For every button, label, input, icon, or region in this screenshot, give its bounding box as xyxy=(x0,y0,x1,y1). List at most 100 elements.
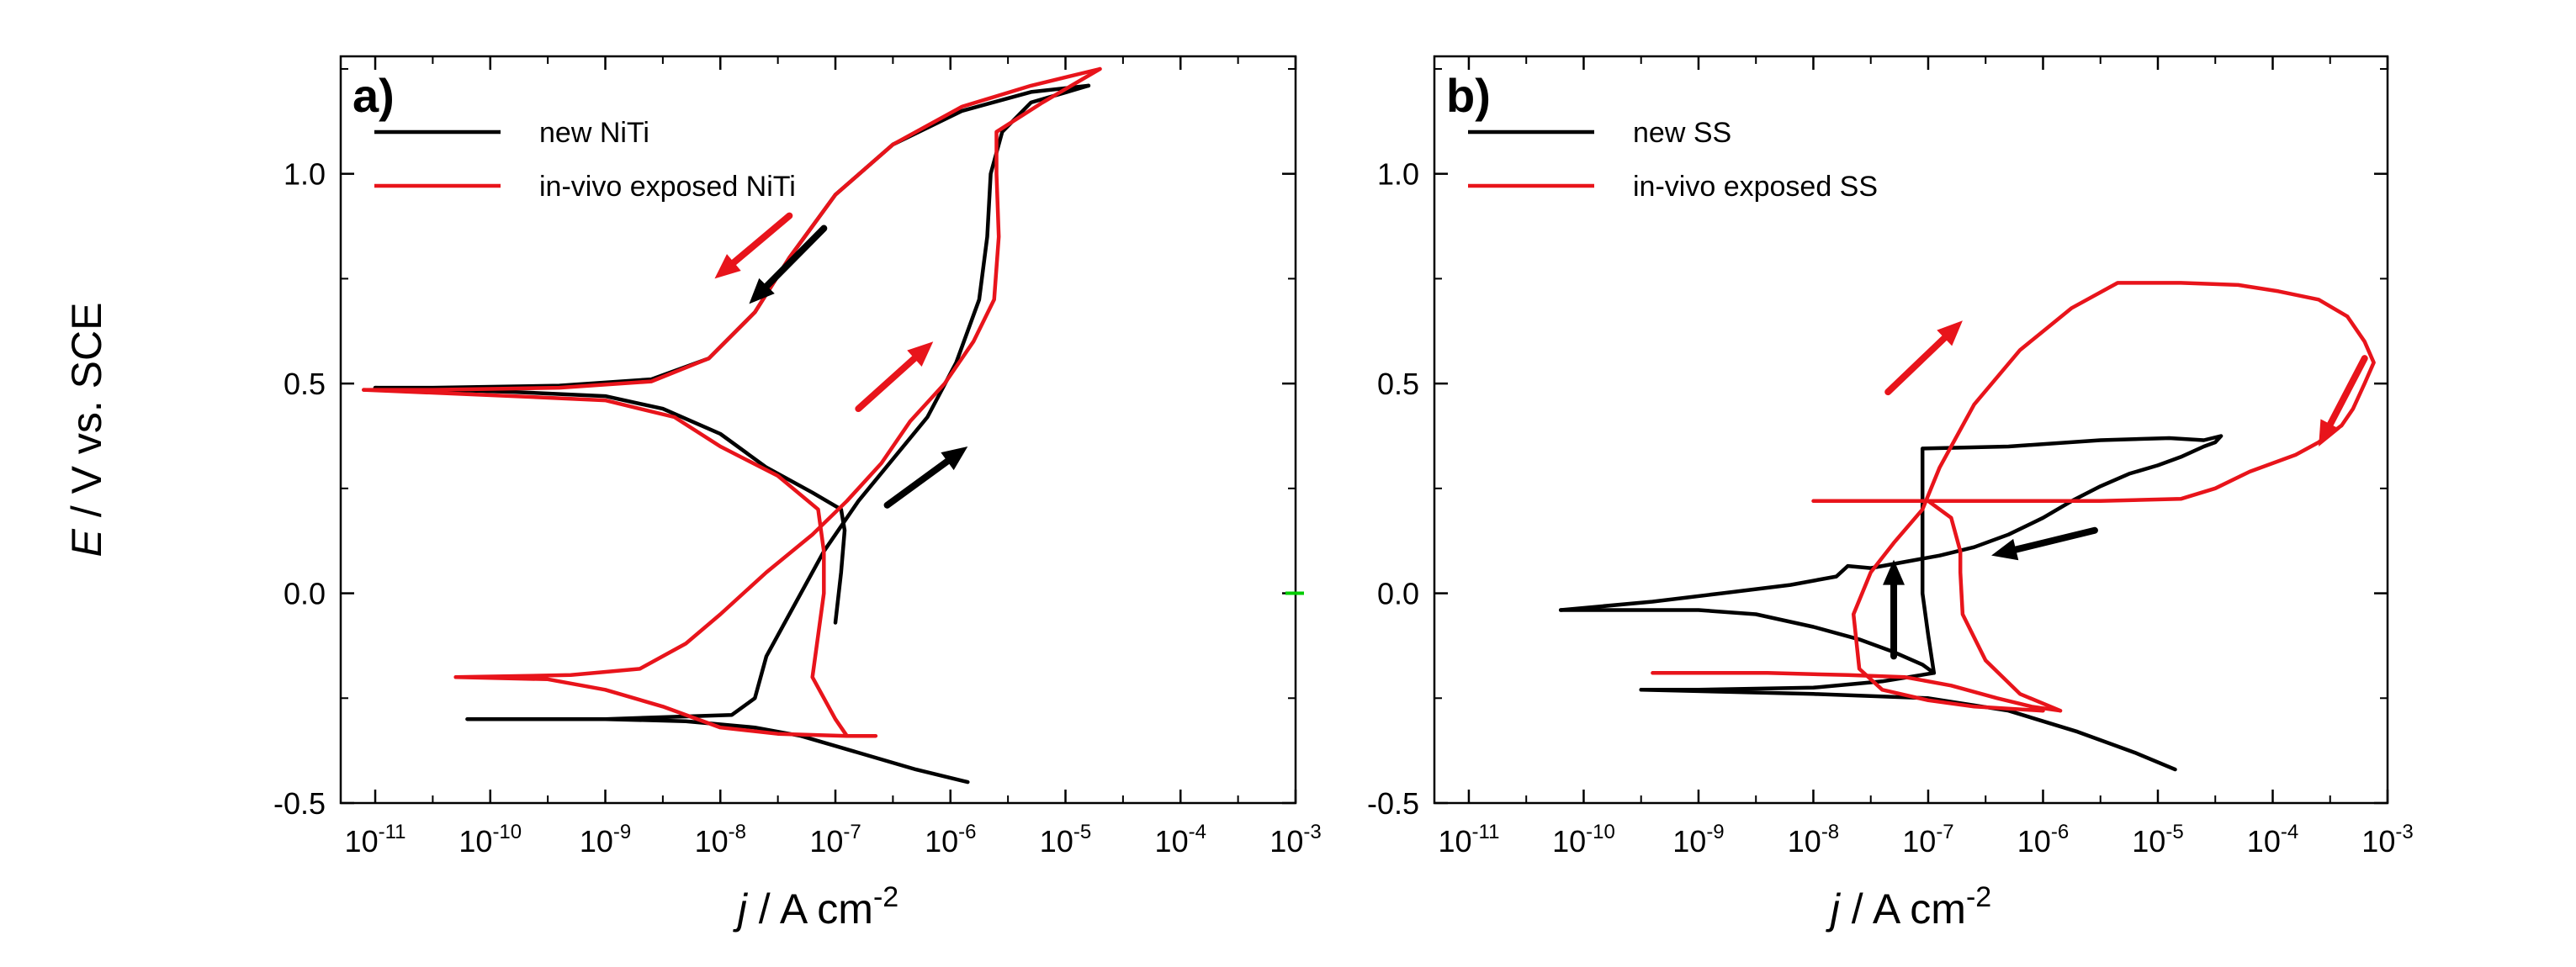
series-line-1 xyxy=(453,675,878,738)
direction-arrow-head xyxy=(749,277,775,304)
x-tick-label: 10-11 xyxy=(345,821,406,859)
direction-arrow-head xyxy=(714,254,741,279)
direction-arrow-shaft xyxy=(855,355,918,413)
series-line-0 xyxy=(373,385,847,625)
x-tick-base: 10 xyxy=(695,824,729,859)
direction-arrow-head xyxy=(941,446,968,471)
y-tick-label: 0.0 xyxy=(1377,577,1419,611)
x-tick-exponent: -6 xyxy=(958,821,976,843)
x-tick-base: 10 xyxy=(580,824,613,859)
x-tick-exponent: -4 xyxy=(2281,821,2298,843)
x-axis-exponent: -2 xyxy=(873,881,898,913)
series-line-0 xyxy=(1639,688,2177,772)
x-tick-exponent: -5 xyxy=(1073,821,1091,843)
y-tick-label: 0.5 xyxy=(1377,367,1419,401)
x-tick-label: 10-4 xyxy=(1155,821,1206,859)
x-tick-base: 10 xyxy=(2361,824,2395,859)
x-tick-exponent: -8 xyxy=(1821,821,1839,843)
x-axis-title: j / A cm-2 xyxy=(733,881,898,933)
x-tick-label: 10-9 xyxy=(1672,821,1724,859)
x-tick-exponent: -9 xyxy=(613,821,631,843)
y-axis-title: E / V vs. SCE xyxy=(63,303,110,557)
x-tick-base: 10 xyxy=(2247,824,2281,859)
x-tick-base: 10 xyxy=(1040,824,1073,859)
x-tick-exponent: -8 xyxy=(729,821,746,843)
y-tick-label: -0.5 xyxy=(1367,786,1419,821)
y-tick-label: 0.0 xyxy=(284,577,326,611)
x-tick-base: 10 xyxy=(1269,824,1303,859)
x-tick-label: 10-9 xyxy=(580,821,631,859)
x-axis-title: j / A cm-2 xyxy=(1826,881,1991,933)
x-tick-base: 10 xyxy=(809,824,843,859)
x-tick-label: 10-10 xyxy=(458,821,522,859)
direction-arrow-shaft xyxy=(2012,526,2098,553)
x-axis-unit: / A cm xyxy=(747,885,873,933)
x-tick-base: 10 xyxy=(2132,824,2165,859)
series-line-0 xyxy=(1558,608,1937,675)
x-tick-base: 10 xyxy=(1672,824,1706,859)
x-tick-base: 10 xyxy=(1438,824,1471,859)
x-tick-base: 10 xyxy=(2017,824,2051,859)
x-tick-label: 10-4 xyxy=(2247,821,2298,859)
x-tick-base: 10 xyxy=(458,824,492,859)
x-tick-exponent: -6 xyxy=(2051,821,2069,843)
x-tick-base: 10 xyxy=(1155,824,1189,859)
x-axis-unit: / A cm xyxy=(1840,885,1966,933)
direction-arrow-head xyxy=(1883,559,1905,585)
panel-label: b) xyxy=(1446,69,1491,122)
direction-arrow-shaft xyxy=(2326,355,2368,428)
x-tick-base: 10 xyxy=(1902,824,1936,859)
y-axis-symbol: E xyxy=(63,528,110,557)
x-tick-label: 10-8 xyxy=(695,821,746,859)
x-tick-exponent: -11 xyxy=(379,821,406,843)
x-tick-label: 10-3 xyxy=(1269,821,1321,859)
y-axis-rest: / V vs. SCE xyxy=(63,303,110,530)
x-tick-exponent: -4 xyxy=(1189,821,1206,843)
series-line-0 xyxy=(1558,434,2224,675)
series-line-1 xyxy=(1651,671,2063,713)
direction-arrow-shaft xyxy=(1884,335,1948,396)
x-tick-label: 10-5 xyxy=(1040,821,1091,859)
x-tick-label: 10-6 xyxy=(2017,821,2069,859)
x-tick-exponent: -3 xyxy=(1303,821,1321,843)
panel-label: a) xyxy=(352,69,395,122)
y-tick-label: -0.5 xyxy=(273,786,326,821)
x-tick-label: 10-6 xyxy=(925,821,976,859)
series-line-0 xyxy=(465,716,970,785)
legend-label: in-vivo exposed SS xyxy=(1633,171,1878,203)
direction-arrow-shaft xyxy=(763,225,828,290)
y-tick-label: 0.5 xyxy=(284,367,326,401)
x-tick-exponent: -7 xyxy=(1936,821,1953,843)
legend-label: new NiTi xyxy=(539,117,649,149)
y-tick-label: 1.0 xyxy=(284,157,326,192)
direction-arrow-head xyxy=(1991,538,2019,561)
x-tick-label: 10-7 xyxy=(1902,821,1953,859)
x-tick-base: 10 xyxy=(1552,824,1586,859)
direction-arrow-head xyxy=(907,341,934,367)
legend-label: new SS xyxy=(1633,117,1731,149)
x-tick-exponent: -11 xyxy=(1472,821,1500,843)
plot-frame xyxy=(339,55,1297,805)
x-tick-exponent: -9 xyxy=(1706,821,1724,843)
x-axis-exponent: -2 xyxy=(1966,881,1991,913)
x-tick-base: 10 xyxy=(345,824,379,859)
x-tick-label: 10-8 xyxy=(1788,821,1839,859)
x-tick-exponent: -10 xyxy=(1586,821,1615,843)
x-tick-exponent: -5 xyxy=(2165,821,2183,843)
series-line-1 xyxy=(1811,281,2376,713)
series-line-1 xyxy=(453,66,1102,679)
direction-arrow-shaft xyxy=(883,457,951,509)
x-tick-exponent: -3 xyxy=(2395,821,2413,843)
direction-arrow-head xyxy=(1937,320,1963,346)
x-tick-label: 10-11 xyxy=(1438,821,1499,859)
direction-arrow-shaft xyxy=(730,212,793,267)
x-tick-base: 10 xyxy=(1788,824,1821,859)
panel-b: 10-11 10-10 10-9 10-8 10-7 10-6 10-5 10-4 10-3-0… xyxy=(1367,55,2414,933)
x-tick-exponent: -10 xyxy=(492,821,522,843)
legend-label: in-vivo exposed NiTi xyxy=(539,171,796,203)
x-tick-label: 10-3 xyxy=(2361,821,2413,859)
series-line-1 xyxy=(1926,499,2063,713)
x-tick-label: 10-7 xyxy=(809,821,861,859)
x-tick-label: 10-5 xyxy=(2132,821,2183,859)
